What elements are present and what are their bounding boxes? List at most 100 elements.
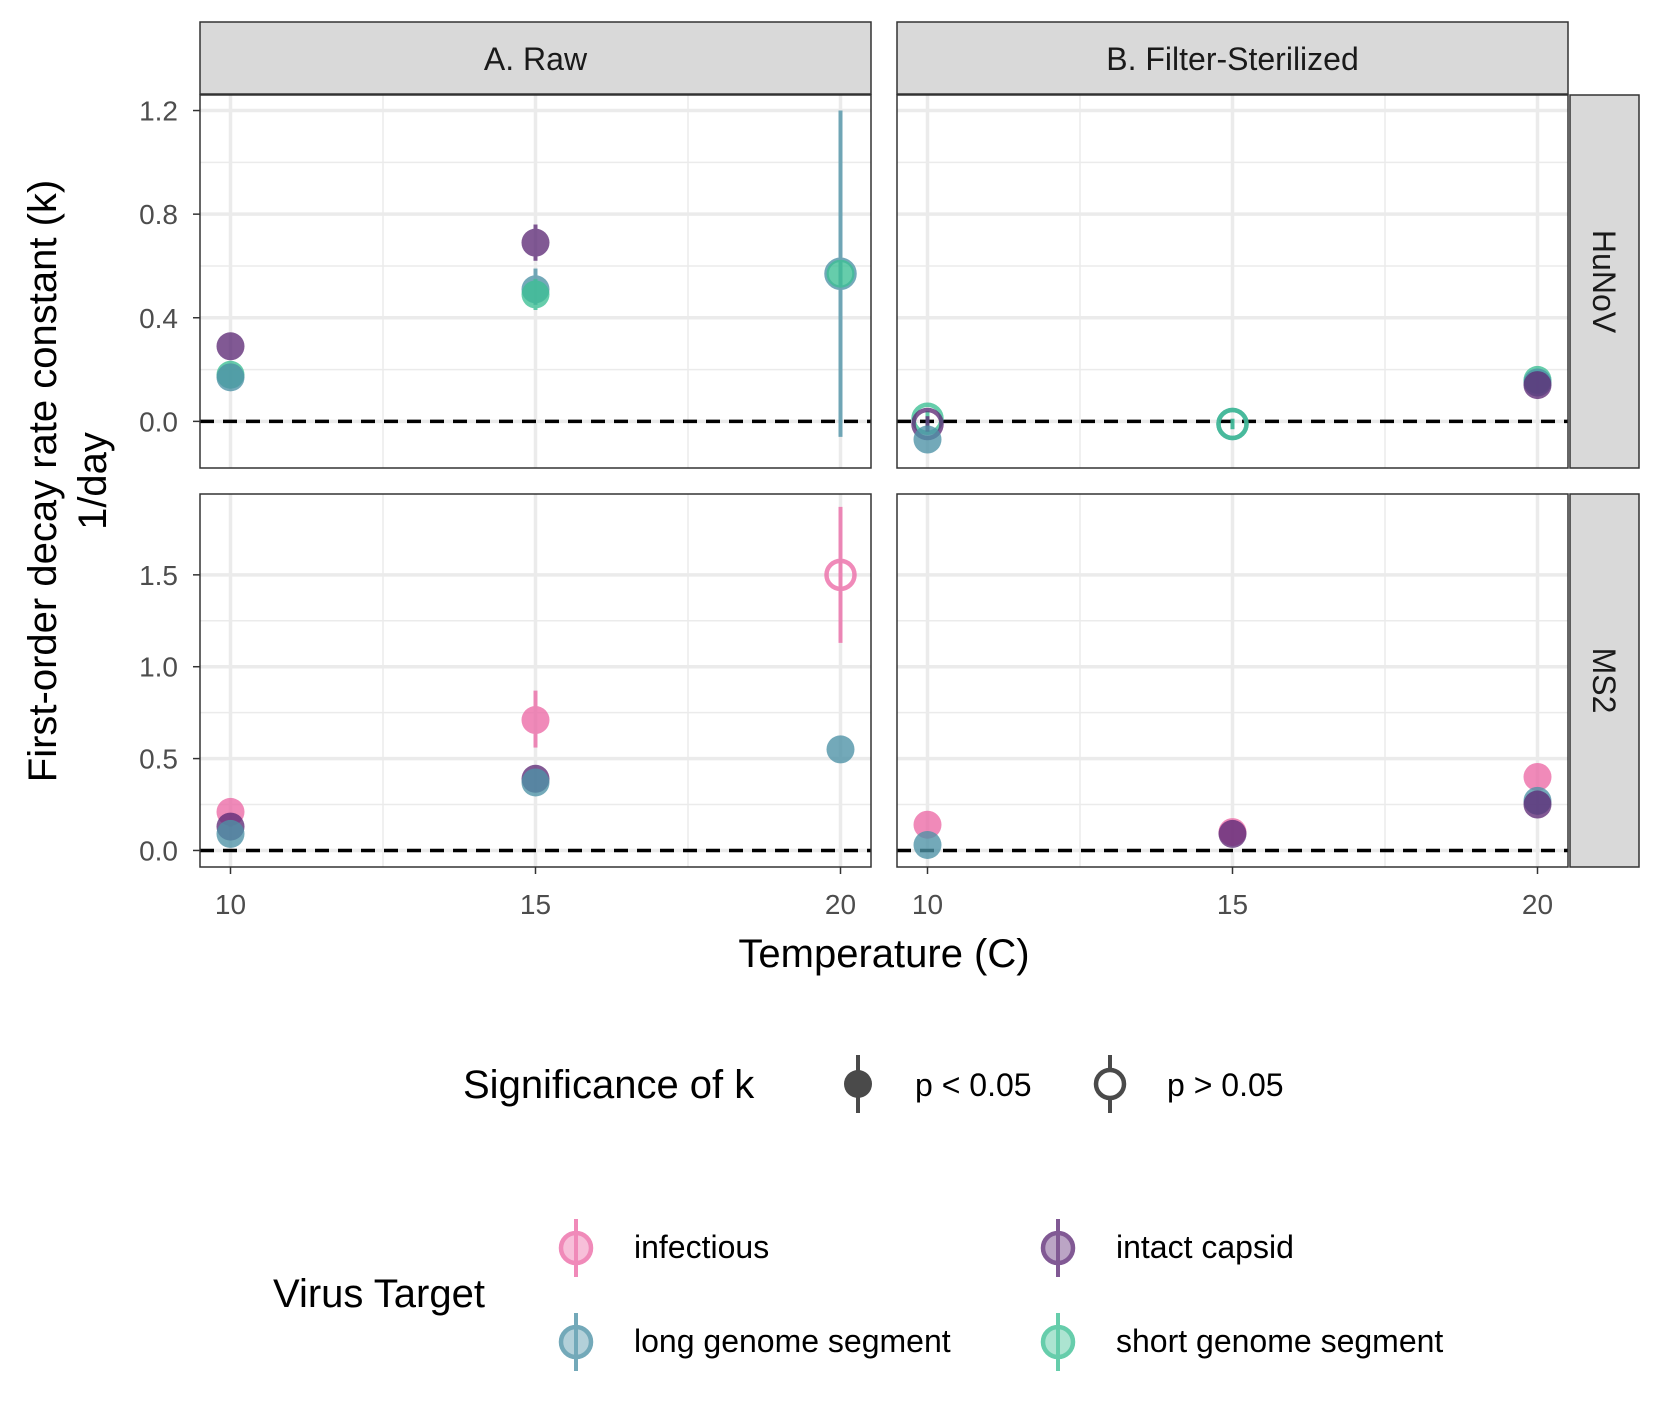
y-tick-ms2-0: 0.0 — [139, 835, 178, 866]
legend-target-title: Virus Target — [273, 1272, 485, 1316]
strip-col-b-box — [896, 21, 1569, 95]
point-marker-open — [1216, 407, 1249, 441]
legend-key-dot — [558, 1230, 594, 1266]
legend-significance-label-1: p > 0.05 — [1167, 1067, 1284, 1103]
point-marker-filled — [1523, 790, 1552, 819]
strip-row-hunov: HuNoV — [1569, 94, 1640, 469]
y-axis-ms2: 0.0 0.5 1.0 1.5 — [139, 560, 178, 867]
legend-target-key-short-genome-segment — [1040, 1313, 1076, 1371]
legend-target-label-infectious: infectious — [634, 1229, 769, 1265]
legend-target-label-intact-capsid: intact capsid — [1116, 1229, 1294, 1265]
point-marker-filled — [216, 363, 245, 392]
legend-key-dot — [558, 1324, 594, 1360]
point-intact-capsid — [1218, 819, 1247, 848]
point-marker-filled — [216, 819, 245, 848]
point-long-genome-segment — [216, 819, 245, 848]
y-axis-title-line2: 1/day — [71, 432, 115, 530]
x-tick-b-1: 15 — [1217, 889, 1248, 920]
legend-target-label-short-genome: short genome segment — [1116, 1323, 1443, 1359]
point-marker-filled — [826, 259, 855, 288]
x-axis-title: Temperature (C) — [738, 932, 1029, 976]
point-marker-filled — [913, 425, 942, 454]
legend-key-dot — [1040, 1230, 1076, 1266]
point-marker-filled — [1523, 371, 1552, 400]
y-tick-hunov-2: 0.8 — [139, 199, 178, 230]
point-long-genome-segment — [826, 735, 855, 764]
point-long-genome-segment — [913, 830, 942, 859]
point-infectious — [824, 506, 857, 643]
point-long-genome-segment — [216, 363, 245, 392]
legend-key-significant — [844, 1055, 872, 1113]
point-short-genome-segment — [1216, 407, 1249, 441]
panel-a-raw-ms2 — [193, 493, 872, 874]
point-long-genome-segment — [913, 425, 942, 454]
legend-target-label-long-genome: long genome segment — [634, 1323, 951, 1359]
panel-b-filter-sterilized-hunov — [896, 94, 1569, 469]
strip-row-hunov-label: HuNoV — [1586, 230, 1622, 334]
x-tick-a-2: 20 — [825, 889, 856, 920]
legend-key-not-significant-ring — [1093, 1067, 1127, 1101]
point-intact-capsid — [521, 224, 550, 261]
legend-key-not-significant — [1093, 1055, 1127, 1113]
y-tick-ms2-2: 1.0 — [139, 652, 178, 683]
x-axis-col-a: 10 15 20 — [215, 889, 856, 920]
strip-col-a: A. Raw — [199, 21, 872, 95]
x-axis-col-b: 10 15 20 — [912, 889, 1553, 920]
legend-target-key-long-genome-segment — [558, 1313, 594, 1371]
panel-border — [896, 94, 1569, 469]
point-intact-capsid — [1523, 790, 1552, 819]
point-marker-filled — [1218, 819, 1247, 848]
point-short-genome-segment — [521, 278, 550, 310]
point-infectious — [913, 810, 942, 839]
y-tick-ms2-1: 0.5 — [139, 744, 178, 775]
x-tick-a-0: 10 — [215, 889, 246, 920]
legend-target: Virus Target infectious intact capsid lo… — [273, 1219, 1443, 1371]
point-infectious — [1523, 762, 1552, 791]
y-tick-ms2-3: 1.5 — [139, 560, 178, 591]
legend-key-significant-dot — [844, 1070, 872, 1098]
point-short-genome-segment — [826, 259, 855, 288]
strip-col-b-label: B. Filter-Sterilized — [1106, 41, 1359, 77]
strip-row-ms2-box — [1569, 493, 1640, 868]
point-marker-filled — [216, 332, 245, 361]
strip-row-hunov-box — [1569, 94, 1640, 469]
point-long-genome-segment — [521, 768, 550, 797]
point-marker-filled — [913, 810, 942, 839]
point-marker-filled — [521, 280, 550, 309]
legend-significance-label-0: p < 0.05 — [915, 1067, 1032, 1103]
y-tick-hunov-1: 0.4 — [139, 303, 178, 334]
strip-col-b: B. Filter-Sterilized — [896, 21, 1569, 95]
y-axis-hunov: 0.0 0.4 0.8 1.2 — [139, 96, 178, 438]
point-marker-filled — [1523, 762, 1552, 791]
point-marker-filled — [521, 768, 550, 797]
y-tick-hunov-3: 1.2 — [139, 96, 178, 127]
point-marker-open — [824, 558, 857, 592]
panels — [193, 94, 1569, 874]
panel-b-filter-sterilized-ms2 — [896, 493, 1569, 874]
legend-target-keys — [558, 1219, 1076, 1371]
point-marker-filled — [521, 706, 550, 735]
y-tick-hunov-0: 0.0 — [139, 406, 178, 437]
strip-col-a-label: A. Raw — [484, 41, 588, 77]
legend-target-key-infectious — [558, 1219, 594, 1277]
strip-row-ms2: MS2 — [1569, 493, 1640, 868]
point-marker-filled — [913, 830, 942, 859]
x-tick-a-1: 15 — [520, 889, 551, 920]
panel-border — [199, 94, 872, 469]
point-infectious — [521, 690, 550, 748]
strip-row-ms2-label: MS2 — [1586, 648, 1622, 714]
panel-a-raw-hunov — [193, 94, 872, 469]
point-intact-capsid — [216, 332, 245, 361]
x-tick-b-2: 20 — [1522, 889, 1553, 920]
strip-col-a-box — [199, 21, 872, 95]
y-axis-title-line1: First-order decay rate constant (k) — [21, 180, 65, 782]
point-intact-capsid — [1523, 371, 1552, 400]
legend-significance: Significance of k p < 0.05 p > 0.05 — [463, 1055, 1284, 1113]
legend-significance-title: Significance of k — [463, 1063, 755, 1107]
point-marker-filled — [521, 228, 550, 257]
legend-key-dot — [1040, 1324, 1076, 1360]
x-tick-b-0: 10 — [912, 889, 943, 920]
legend-target-key-intact-capsid — [1040, 1219, 1076, 1277]
point-marker-filled — [826, 735, 855, 764]
